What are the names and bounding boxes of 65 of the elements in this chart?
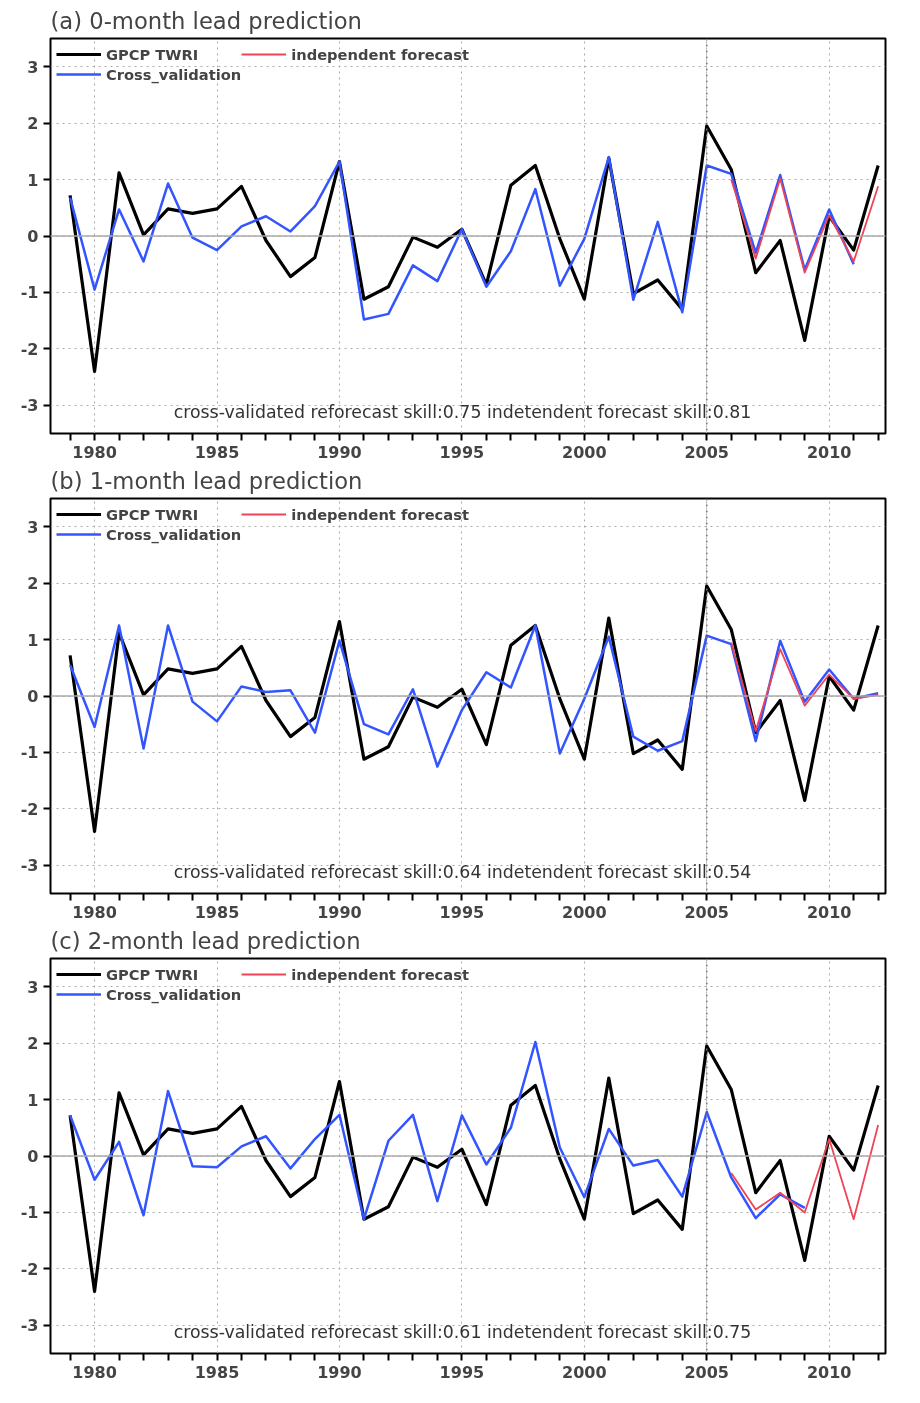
- x-tick-label: 1980: [72, 442, 117, 462]
- y-tick-label: -3: [20, 1316, 39, 1336]
- x-tick-label: 2005: [684, 902, 730, 922]
- chart-title: (a) 0-month lead prediction: [50, 7, 362, 34]
- legend-label: Cross_validation: [106, 65, 242, 83]
- x-tick-label: 2000: [562, 442, 607, 462]
- x-tick-label: 1995: [439, 442, 485, 462]
- x-tick-label: 1980: [72, 1362, 117, 1382]
- x-tick-label: 2010: [806, 442, 852, 462]
- y-tick-label: -1: [20, 743, 39, 763]
- chart-title: (b) 1-month lead prediction: [50, 467, 363, 494]
- x-tick-label: 1985: [194, 1362, 240, 1382]
- y-tick-label: 3: [27, 977, 39, 997]
- y-tick-label: 1: [27, 1090, 39, 1110]
- annotation: cross-validated reforecast skill:0.61 indetendent forecast skill:0.75: [173, 1321, 752, 1342]
- y-tick-label: -2: [20, 1259, 39, 1279]
- y-tick-label: 2: [27, 1034, 39, 1054]
- x-tick-label: 1990: [317, 902, 362, 922]
- legend-label: GPCP TWRI: [106, 45, 199, 63]
- y-tick-label: -3: [20, 396, 39, 416]
- y-tick-label: 0: [27, 227, 39, 246]
- line-series: [68, 624, 880, 768]
- line-series: [730, 1124, 880, 1221]
- x-tick-label: 1990: [317, 442, 362, 462]
- x-tick-label: 2010: [806, 1362, 852, 1382]
- legend-label: independent forecast: [291, 505, 469, 523]
- line-series: [730, 177, 880, 274]
- x-tick-label: 1985: [194, 902, 240, 922]
- x-tick-label: 1990: [317, 1362, 362, 1382]
- y-tick-label: 0: [27, 687, 39, 706]
- legend-label: GPCP TWRI: [106, 965, 199, 983]
- y-tick-label: 1: [27, 630, 39, 650]
- y-tick-label: 1: [27, 170, 39, 190]
- line-series: [68, 1040, 806, 1221]
- y-tick-label: 3: [27, 517, 39, 537]
- y-tick-label: -1: [20, 1203, 39, 1223]
- x-tick-label: 1985: [194, 442, 240, 462]
- y-tick-label: -1: [20, 283, 39, 303]
- y-tick-label: 2: [27, 114, 39, 134]
- x-tick-label: 1995: [439, 902, 485, 922]
- chart-title: (c) 2-month lead prediction: [50, 927, 361, 954]
- line-series: [730, 641, 880, 732]
- legend-label: GPCP TWRI: [106, 505, 199, 523]
- x-tick-label: 2000: [562, 1362, 607, 1382]
- x-tick-label: 2005: [684, 1362, 730, 1382]
- y-tick-label: -2: [20, 339, 39, 359]
- annotation: cross-validated reforecast skill:0.64 indetendent forecast skill:0.54: [173, 861, 752, 882]
- x-tick-label: 2000: [562, 902, 607, 922]
- legend-label: Cross_validation: [106, 985, 242, 1003]
- line-series: [68, 1044, 880, 1294]
- x-tick-label: 2010: [806, 902, 852, 922]
- y-tick-label: -2: [20, 799, 39, 819]
- y-tick-label: -3: [20, 856, 39, 876]
- legend-label: independent forecast: [291, 965, 469, 983]
- annotation: cross-validated reforecast skill:0.75 indetendent forecast skill:0.81: [173, 401, 752, 422]
- x-tick-label: 1980: [72, 902, 117, 922]
- x-tick-label: 2005: [684, 442, 730, 462]
- legend-label: independent forecast: [291, 45, 469, 63]
- y-tick-label: 0: [27, 1147, 39, 1166]
- y-tick-label: 3: [27, 57, 39, 77]
- line-series: [68, 155, 855, 321]
- y-tick-label: 2: [27, 574, 39, 594]
- x-tick-label: 1995: [439, 1362, 485, 1382]
- legend-label: Cross_validation: [106, 525, 242, 543]
- line-series: [68, 584, 880, 834]
